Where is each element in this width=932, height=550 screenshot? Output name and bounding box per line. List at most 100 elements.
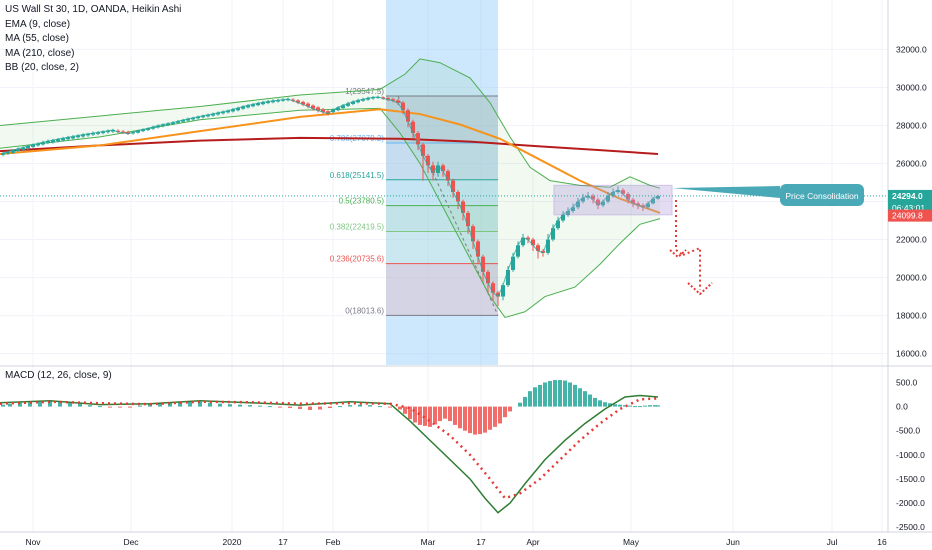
macd-histogram-bar [533,387,537,407]
macd-histogram-bar [38,401,42,407]
macd-histogram-bar [653,405,657,407]
macd-histogram-bar [573,384,577,407]
candle-body [496,292,500,297]
candle-body [246,105,250,108]
candle-body [421,144,425,156]
macd-histogram-bar [603,402,607,407]
candle-body [46,141,50,143]
candle-body [56,139,60,142]
macd-histogram-bar [656,405,660,407]
candle-body [176,121,180,123]
fib-label-5: 0.236(20735.6) [330,255,385,264]
candle-body [406,110,410,122]
symbol-title: US Wall St 30, 1D, OANDA, Heikin Ashi [5,4,182,15]
macd-histogram-bar [428,406,432,427]
candle-body [566,211,570,215]
macd-histogram-bar [548,381,552,407]
macd-histogram-bar [508,406,512,412]
macd-histogram-bar [493,406,497,427]
macd-axis-tick-1: 0.0 [896,402,908,412]
macd-histogram-bar [528,391,532,407]
macd-histogram-bar [408,406,412,420]
macd-histogram-bar [168,402,172,407]
macd-histogram-bar [543,382,547,407]
candle-body [516,245,520,257]
candle-body [481,256,485,272]
fib-label-4: 0.382(22419.5) [330,223,385,232]
macd-histogram-bar [613,404,617,407]
macd-histogram-bar [628,405,632,407]
candle-body [456,192,460,202]
candle-body [206,114,210,117]
macd-signal-line [0,397,659,500]
macd-histogram-bar [568,382,572,407]
candle-body [296,100,300,103]
time-axis-tick-2: 2020 [223,537,242,547]
macd-histogram-bar [483,406,487,433]
macd-axis-tick-4: -1500.0 [896,474,925,484]
callout-pointer [672,186,780,198]
macd-line [0,394,659,514]
candle-body [256,103,260,106]
macd-histogram-bar [588,394,592,407]
macd-axis-tick-6: -2500.0 [896,522,925,532]
candle-body [321,109,325,113]
candle-body [326,111,330,114]
candle-body [371,97,375,99]
candle-body [261,102,265,105]
candle-body [201,115,205,118]
candle-body [631,199,635,204]
callout-box [780,184,864,206]
candle-body [581,197,585,202]
candle-body [106,130,110,133]
macd-histogram-bar [58,401,62,407]
candle-body [91,133,95,135]
candle-body [11,150,15,153]
candle-body [591,195,595,200]
candle-body [121,131,125,133]
candle-body [426,155,430,166]
price-axis-tick-0: 16000.0 [896,349,927,359]
candle-body [616,190,620,193]
macd-histogram-bar [278,406,282,408]
candle-body [186,118,190,121]
macd-histogram-bar [98,406,102,408]
candle-body [266,101,270,104]
macd-histogram-bar [518,402,522,407]
price-axis-tick-7: 30000.0 [896,82,927,92]
candle-body [31,144,35,147]
macd-histogram-bar [618,404,622,407]
macd-histogram-bar [188,401,192,407]
candle-body [331,109,335,113]
candle-body [16,148,20,152]
macd-histogram-bar [413,406,417,423]
candle-body [571,207,575,212]
macd-histogram-bar [308,406,312,410]
fib-zone-3 [386,205,498,232]
candle-body [561,214,565,221]
candle-body [546,239,550,253]
ma210-line [0,136,659,155]
candle-body [606,195,610,202]
macd-histogram-bar [473,406,477,435]
time-axis-tick-1: Dec [123,537,139,547]
macd-histogram-bar [218,403,222,407]
candle-body [311,105,315,109]
candle-body [361,99,365,101]
macd-histogram-bar [468,406,472,434]
countdown-label: 06:43:01 [892,203,925,213]
candle-body [66,137,70,140]
macd-histogram-bar [578,388,582,407]
candle-body [471,226,475,242]
fib-zone-1 [386,142,498,180]
fib-label-2: 0.618(25141.5) [330,171,385,180]
price-axis-tick-8: 32000.0 [896,44,927,54]
candle-body [6,151,10,154]
fib-label-0: 1(29547.5) [345,87,384,96]
macd-histogram-bar [388,406,392,408]
candle-body [126,132,130,134]
macd-histogram-bar [268,406,272,408]
candle-body [391,99,395,101]
candle-body [611,192,615,196]
ma55-line [0,108,661,214]
